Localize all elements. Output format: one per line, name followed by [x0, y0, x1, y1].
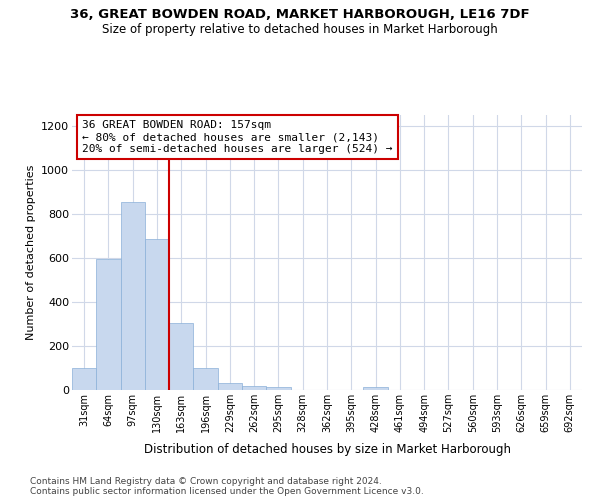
Bar: [169, 323, 193, 390]
Text: Distribution of detached houses by size in Market Harborough: Distribution of detached houses by size …: [143, 442, 511, 456]
Text: 36 GREAT BOWDEN ROAD: 157sqm
← 80% of detached houses are smaller (2,143)
20% of: 36 GREAT BOWDEN ROAD: 157sqm ← 80% of de…: [82, 120, 392, 154]
Bar: [364, 387, 388, 390]
Bar: [145, 240, 169, 390]
Bar: [242, 386, 266, 390]
Bar: [96, 259, 121, 390]
Text: Contains HM Land Registry data © Crown copyright and database right 2024.: Contains HM Land Registry data © Crown c…: [30, 478, 382, 486]
Bar: [218, 382, 242, 390]
Text: 36, GREAT BOWDEN ROAD, MARKET HARBOROUGH, LE16 7DF: 36, GREAT BOWDEN ROAD, MARKET HARBOROUGH…: [70, 8, 530, 20]
Bar: [266, 387, 290, 390]
Text: Contains public sector information licensed under the Open Government Licence v3: Contains public sector information licen…: [30, 488, 424, 496]
Bar: [193, 368, 218, 390]
Y-axis label: Number of detached properties: Number of detached properties: [26, 165, 35, 340]
Bar: [72, 368, 96, 390]
Text: Size of property relative to detached houses in Market Harborough: Size of property relative to detached ho…: [102, 22, 498, 36]
Bar: [121, 202, 145, 390]
